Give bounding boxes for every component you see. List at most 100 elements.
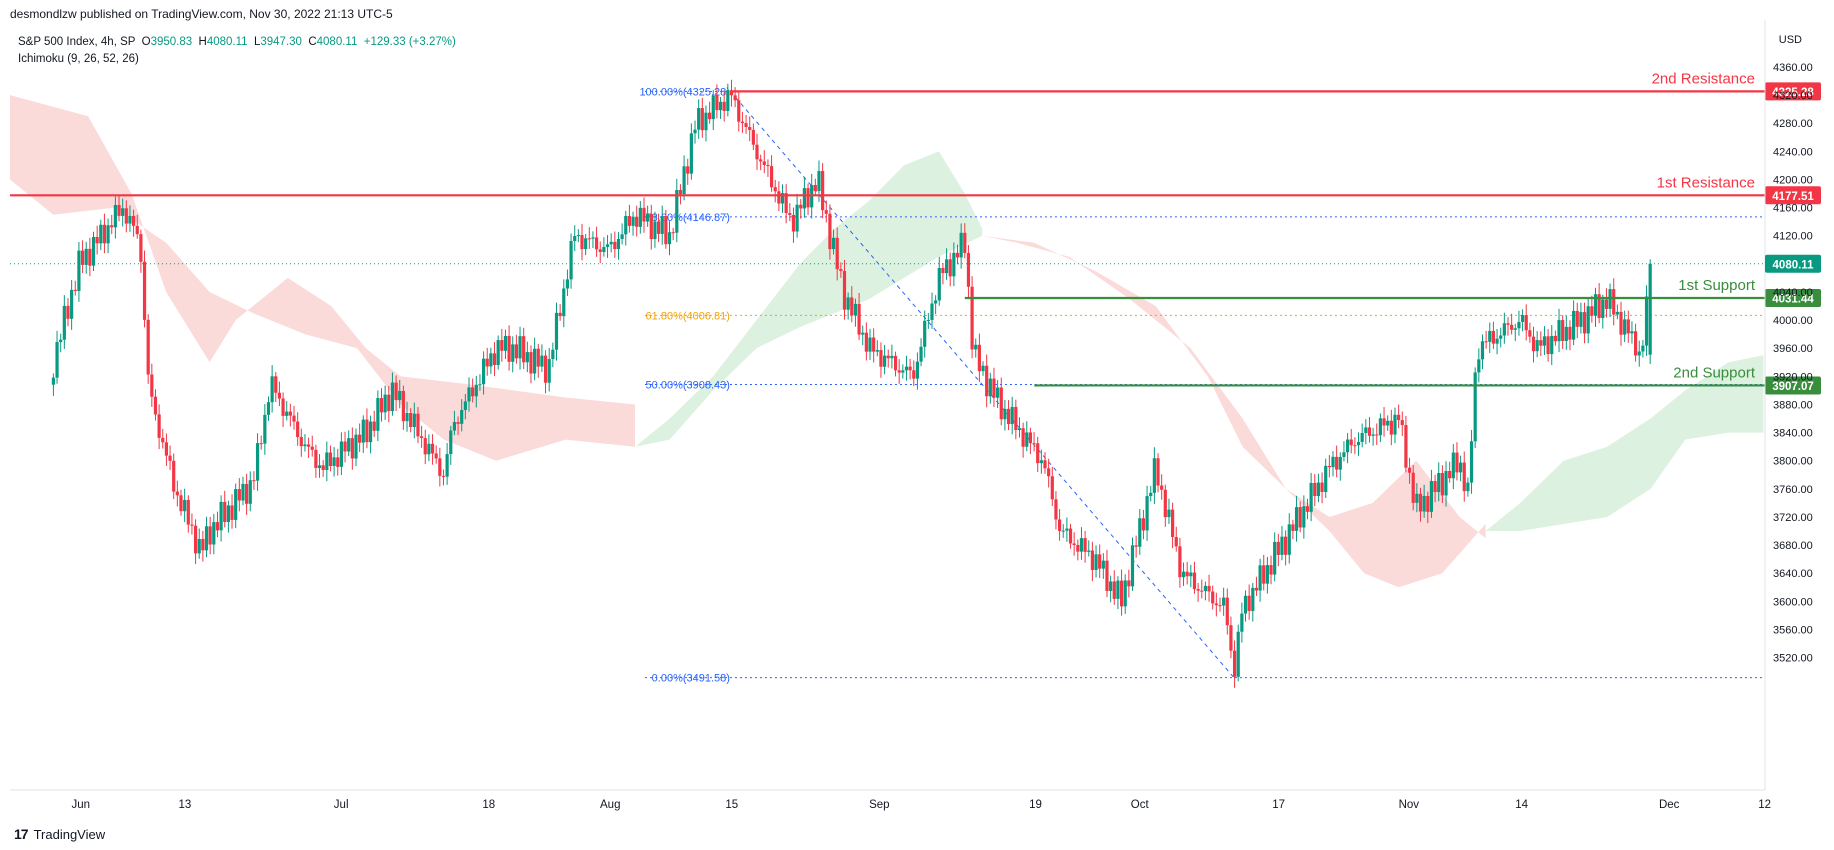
y-tick-label: 3600.00 bbox=[1773, 596, 1813, 608]
candle-body bbox=[255, 443, 260, 481]
candle-body bbox=[1586, 306, 1590, 334]
candle-body bbox=[649, 214, 653, 240]
candle-body bbox=[1477, 359, 1481, 373]
candle-body bbox=[1644, 296, 1649, 346]
candle-body bbox=[201, 539, 205, 551]
candle-body bbox=[1378, 418, 1382, 436]
candle-body bbox=[186, 499, 190, 525]
candle-body bbox=[802, 188, 806, 209]
candle-body bbox=[682, 166, 686, 195]
candle-body bbox=[245, 483, 249, 504]
candle-body bbox=[912, 370, 916, 379]
candle-body bbox=[208, 526, 212, 545]
y-tick-label: 3720.00 bbox=[1773, 512, 1813, 524]
candle-body bbox=[1510, 324, 1514, 330]
candle-body bbox=[882, 355, 887, 367]
candle-body bbox=[769, 166, 774, 188]
x-tick-label: Jun bbox=[71, 799, 90, 811]
candle-body bbox=[387, 394, 391, 412]
candle-body bbox=[288, 411, 292, 416]
candle-body bbox=[132, 215, 136, 226]
candle-body bbox=[441, 475, 446, 477]
candle-body bbox=[1003, 408, 1007, 420]
candle-body bbox=[1222, 597, 1226, 606]
candle-body bbox=[485, 358, 489, 367]
cloud-area-2 bbox=[635, 151, 983, 447]
candle-body bbox=[503, 335, 508, 351]
candle-body bbox=[715, 95, 719, 111]
candle-body bbox=[124, 208, 128, 224]
candle-body bbox=[394, 382, 398, 401]
candle-body bbox=[974, 344, 978, 350]
candle-body bbox=[390, 382, 395, 412]
candle-body bbox=[1291, 524, 1295, 531]
tradingview-footer[interactable]: 17 TradingView bbox=[14, 826, 105, 842]
candle-body bbox=[842, 271, 847, 310]
candle-body bbox=[430, 443, 435, 454]
candle-body bbox=[1025, 432, 1029, 447]
candle-body bbox=[762, 161, 766, 165]
candle-body bbox=[930, 303, 934, 320]
candle-body bbox=[886, 355, 890, 359]
candle-body bbox=[850, 297, 854, 316]
candle-body bbox=[1112, 581, 1116, 599]
candle-body bbox=[1411, 472, 1415, 503]
close-value: 4080.11 bbox=[316, 36, 358, 48]
candle-body bbox=[529, 352, 533, 374]
candle-body bbox=[204, 526, 209, 551]
candle-body bbox=[1407, 467, 1412, 473]
candle-body bbox=[1068, 528, 1073, 544]
last-price-label: 4080.11 bbox=[1773, 259, 1815, 271]
candle-body bbox=[620, 234, 624, 239]
candle-body bbox=[1021, 428, 1025, 447]
candle-body bbox=[901, 370, 905, 373]
candle-body bbox=[919, 346, 923, 362]
candle-body bbox=[1302, 506, 1306, 528]
candle-body bbox=[456, 422, 460, 424]
y-tick-label: 3920.00 bbox=[1773, 371, 1813, 383]
candle-body bbox=[1240, 613, 1244, 632]
candle-body bbox=[1138, 518, 1142, 547]
candle-body bbox=[1422, 495, 1426, 512]
candle-body bbox=[788, 213, 792, 215]
candle-body bbox=[1141, 518, 1146, 531]
candle-body bbox=[1495, 338, 1499, 344]
candle-body bbox=[183, 499, 187, 512]
candle-body bbox=[219, 501, 223, 531]
candle-body bbox=[252, 480, 256, 482]
candle-body bbox=[423, 438, 427, 455]
candle-body bbox=[1010, 406, 1014, 425]
candle-body bbox=[95, 236, 99, 244]
candle-body bbox=[799, 204, 803, 209]
candle-body bbox=[285, 411, 289, 416]
candle-body bbox=[215, 522, 220, 531]
candle-body bbox=[212, 522, 216, 545]
candle-body bbox=[1575, 310, 1579, 327]
candle-body bbox=[1382, 418, 1386, 426]
candle-body bbox=[1426, 495, 1430, 512]
level-price-tag-2 bbox=[1765, 186, 1821, 205]
candle-body bbox=[1353, 445, 1357, 447]
y-tick-label: 4240.00 bbox=[1773, 146, 1813, 158]
candle-body bbox=[1590, 306, 1594, 316]
candle-body bbox=[1130, 545, 1135, 587]
candle-body bbox=[897, 370, 901, 373]
support-resistance-levels[interactable]: 2nd Resistance 4325.28 1st Resistance 4177.… bbox=[10, 70, 1821, 395]
level-name-3: 1st Support bbox=[1678, 277, 1756, 294]
candle-body bbox=[1484, 341, 1488, 343]
candle-body bbox=[383, 394, 387, 413]
candle-body bbox=[1192, 572, 1197, 590]
indicator-line[interactable]: Ichimoku (9, 26, 52, 26) bbox=[18, 53, 139, 65]
high-value: 4080.11 bbox=[206, 36, 248, 48]
candle-body bbox=[1316, 482, 1321, 497]
candle-body bbox=[474, 384, 478, 397]
candle-body bbox=[1641, 345, 1645, 352]
candle-body bbox=[678, 189, 683, 195]
candle-body bbox=[55, 342, 59, 378]
candle-body bbox=[543, 355, 548, 383]
candle-body bbox=[1546, 336, 1550, 355]
candle-body bbox=[1181, 571, 1186, 578]
candle-body bbox=[941, 268, 945, 274]
symbol-name[interactable]: S&P 500 Index, 4h, SP bbox=[18, 36, 136, 48]
